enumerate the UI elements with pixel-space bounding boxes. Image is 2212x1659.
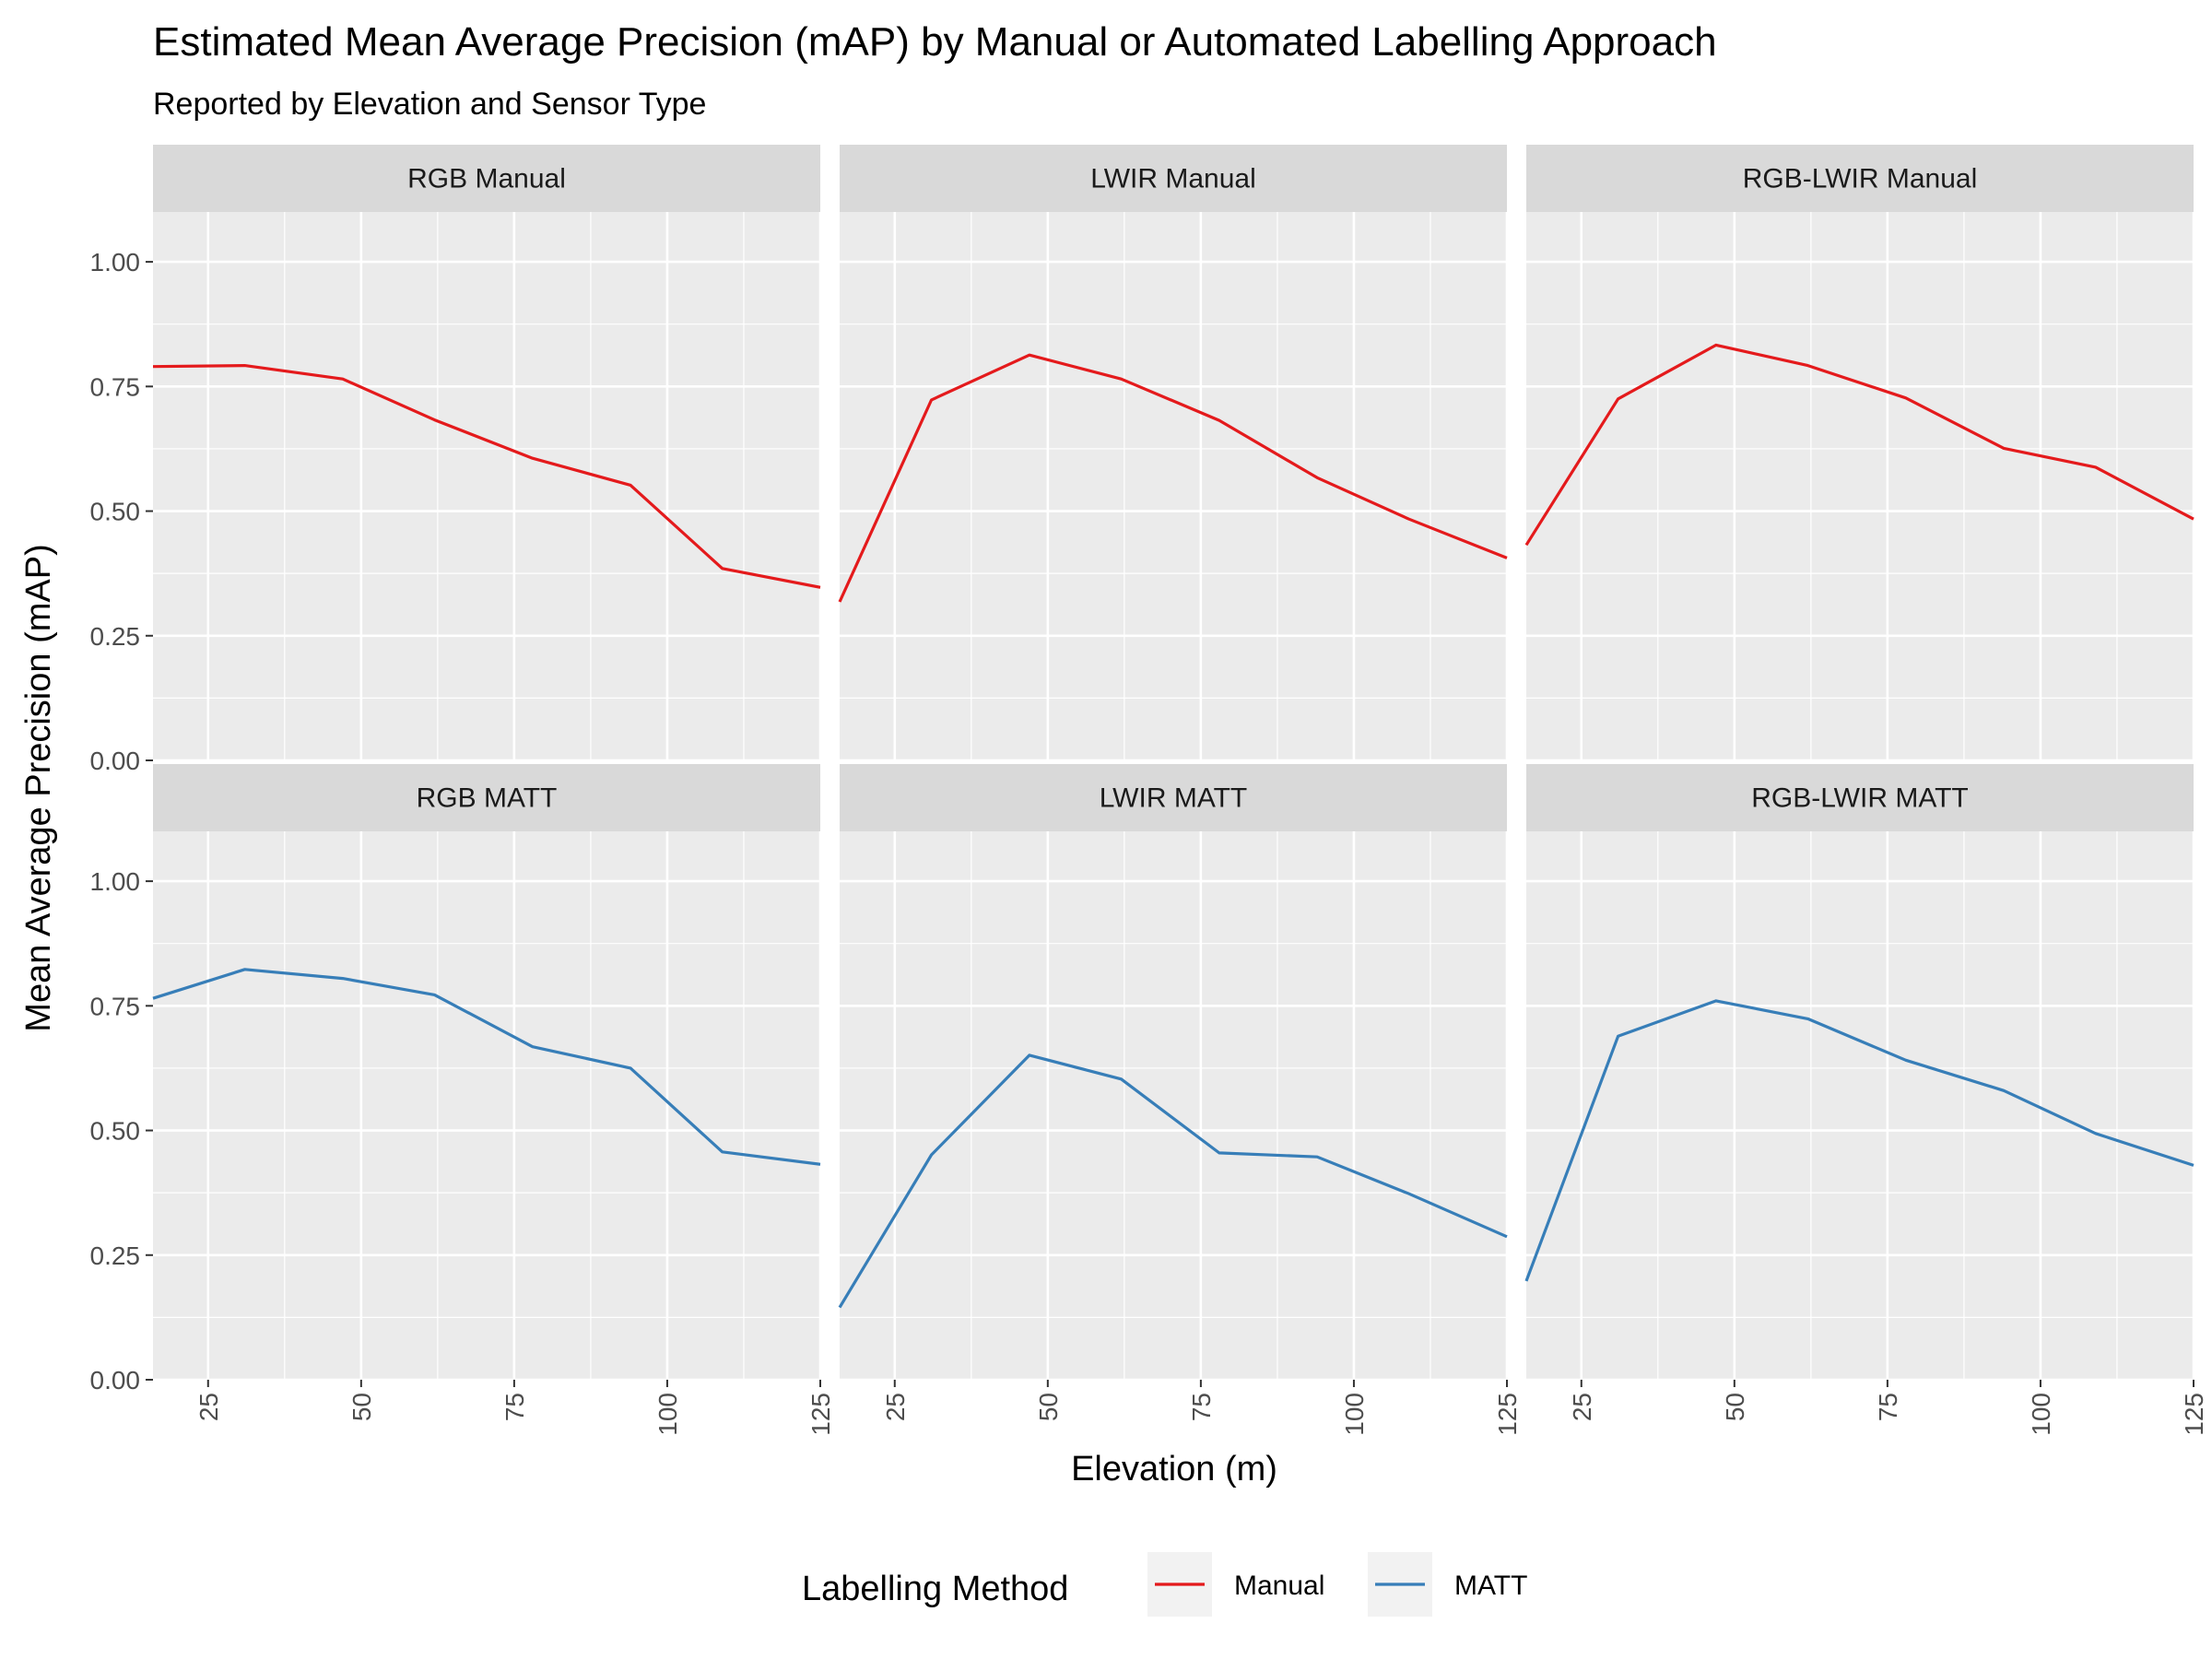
strip-label: LWIR MATT bbox=[1100, 783, 1248, 814]
panel-rgb-matt: RGB MATT bbox=[152, 764, 822, 1382]
series-line-matt bbox=[838, 1053, 1508, 1309]
y-tick-label: 1.00 bbox=[90, 248, 141, 276]
y-axis: 0.00 0.25 0.50 0.75 1.00 0.00 0.25 0.50 0.75 1.00 bbox=[90, 248, 153, 1394]
chart-title: Estimated Mean Average Precision (mAP) b… bbox=[153, 19, 1717, 65]
x-tick-label: 50 bbox=[1721, 1393, 1749, 1421]
strip-label: RGB MATT bbox=[417, 783, 558, 814]
strip-rgb-manual bbox=[153, 145, 820, 212]
y-tick-label: 1.00 bbox=[90, 867, 141, 896]
x-tick-label: 25 bbox=[194, 1393, 223, 1421]
legend-item-matt: MATT bbox=[1368, 1552, 1527, 1617]
series-line-matt bbox=[152, 968, 821, 1166]
x-tick-label: 75 bbox=[500, 1393, 529, 1421]
plot-background bbox=[153, 212, 820, 760]
y-tick-label: 0.25 bbox=[90, 622, 141, 651]
x-tick-label: 25 bbox=[1568, 1393, 1596, 1421]
panel-lwir-matt: LWIR MATT bbox=[838, 764, 1509, 1382]
plot-background bbox=[840, 831, 1507, 1380]
y-tick-label: 0.75 bbox=[90, 372, 141, 401]
chart-subtitle: Reported by Elevation and Sensor Type bbox=[153, 87, 706, 122]
legend-label: MATT bbox=[1454, 1571, 1527, 1601]
x-tick-label: 100 bbox=[1340, 1393, 1369, 1436]
plot-background bbox=[1526, 212, 2194, 760]
series-line-manual bbox=[838, 353, 1508, 603]
x-tick-label: 50 bbox=[1034, 1393, 1063, 1421]
strip-label: RGB Manual bbox=[407, 164, 566, 194]
x-tick-label: 75 bbox=[1187, 1393, 1216, 1421]
strip-label: LWIR Manual bbox=[1090, 164, 1256, 194]
strip-lwir-matt bbox=[840, 764, 1507, 831]
legend-item-manual: Manual bbox=[1147, 1552, 1324, 1617]
y-tick-label: 0.00 bbox=[90, 1366, 141, 1394]
legend: Labelling Method Manual MATT bbox=[802, 1552, 1527, 1617]
panel-rgb-manual: RGB Manual bbox=[152, 145, 822, 762]
plot-background bbox=[153, 831, 820, 1380]
facet-panels: RGB Manual LWIR Manual RGB-LWIR Manual RGB … bbox=[152, 145, 2195, 1382]
panel-rgb-lwir-manual: RGB-LWIR Manual bbox=[1524, 145, 2195, 762]
series-line-manual bbox=[152, 364, 821, 589]
plot-background bbox=[840, 212, 1507, 760]
x-tick-label: 125 bbox=[2180, 1393, 2208, 1436]
y-tick-label: 0.75 bbox=[90, 992, 141, 1020]
y-axis-title: Mean Average Precision (mAP) bbox=[19, 544, 58, 1031]
strip-label: RGB-LWIR MATT bbox=[1751, 783, 1969, 814]
panel-lwir-manual: LWIR Manual bbox=[838, 145, 1509, 762]
strip-label: RGB-LWIR Manual bbox=[1743, 164, 1978, 194]
y-tick-label: 0.25 bbox=[90, 1241, 141, 1270]
x-tick-label: 100 bbox=[2027, 1393, 2055, 1436]
strip-lwir-manual bbox=[840, 145, 1507, 212]
y-tick-label: 0.00 bbox=[90, 747, 141, 775]
panel-rgb-lwir-matt: RGB-LWIR MATT bbox=[1524, 764, 2195, 1382]
x-tick-label: 100 bbox=[653, 1393, 682, 1436]
x-tick-label: 75 bbox=[1874, 1393, 1902, 1421]
series-line-matt bbox=[1524, 999, 2194, 1282]
y-tick-label: 0.50 bbox=[90, 1117, 141, 1146]
legend-label: Manual bbox=[1234, 1571, 1324, 1601]
x-tick-label: 125 bbox=[806, 1393, 835, 1436]
strip-rgb-lwir-manual bbox=[1526, 145, 2194, 212]
x-axis-title: Elevation (m) bbox=[1071, 1450, 1277, 1488]
x-axis: 25 50 75 100 125 25 50 75 100 125 25 50 75 100 125 bbox=[194, 1380, 2208, 1436]
plot-background bbox=[1526, 831, 2194, 1380]
series-line-manual bbox=[1524, 343, 2194, 547]
x-tick-label: 25 bbox=[881, 1393, 910, 1421]
legend-title: Labelling Method bbox=[802, 1570, 1068, 1608]
strip-rgb-lwir-matt bbox=[1526, 764, 2194, 831]
x-tick-label: 125 bbox=[1493, 1393, 1522, 1436]
x-tick-label: 50 bbox=[347, 1393, 376, 1421]
strip-rgb-matt bbox=[153, 764, 820, 831]
y-tick-label: 0.50 bbox=[90, 498, 141, 526]
